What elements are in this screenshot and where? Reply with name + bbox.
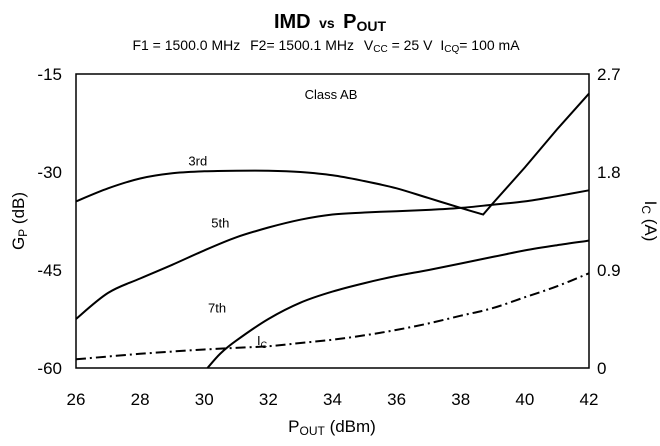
x-tick-label: 32 (259, 390, 278, 409)
x-tick-label: 28 (131, 390, 150, 409)
series-group (75, 92, 590, 369)
series-line-5th (75, 189, 590, 320)
y-left-tick-labels: -15 -30 -45 -60 (37, 65, 62, 378)
series-line-7th (206, 239, 590, 369)
x-tick-label: 36 (387, 390, 406, 409)
y-right-tick-label: 2.7 (597, 65, 621, 84)
series-line-3rd (75, 92, 590, 216)
y-left-axis-title: GP (dB) (9, 192, 30, 250)
series-label-3rd: 3rd (188, 154, 207, 169)
x-tick-labels: 26 28 30 32 34 36 38 40 42 (67, 390, 599, 409)
series-label-ic: IC (257, 333, 268, 350)
y-right-tick-label: 1.8 (597, 163, 621, 182)
annotation-class-ab: Class AB (305, 87, 358, 102)
y-right-tick-label: 0.9 (597, 261, 621, 280)
y-left-tick-label: -45 (37, 261, 62, 280)
y-right-tick-label: 0 (597, 359, 606, 378)
chart-subtitle: F1 = 1500.0 MHz F2= 1500.1 MHz VCC = 25 … (132, 37, 520, 55)
x-tick-label: 34 (323, 390, 342, 409)
series-label-5th: 5th (211, 216, 229, 231)
x-tick-label: 30 (195, 390, 214, 409)
y-left-tick-label: -30 (37, 163, 62, 182)
x-tick-label: 40 (515, 390, 534, 409)
x-tick-label: 38 (451, 390, 470, 409)
x-tick-label: 42 (580, 390, 599, 409)
series-label-7th: 7th (208, 301, 226, 316)
y-right-tick-labels: 2.7 1.8 0.9 0 (597, 65, 621, 378)
y-left-tick-label: -60 (37, 359, 62, 378)
x-tick-label: 26 (67, 390, 86, 409)
series-line-ic (75, 272, 590, 361)
x-axis-title: POUT (dBm) (288, 417, 376, 438)
plot-frame (75, 73, 590, 369)
chart-title: IMD vs POUT (274, 11, 387, 34)
y-right-axis-title: IC (A) (639, 201, 660, 242)
y-left-tick-label: -15 (37, 65, 62, 84)
